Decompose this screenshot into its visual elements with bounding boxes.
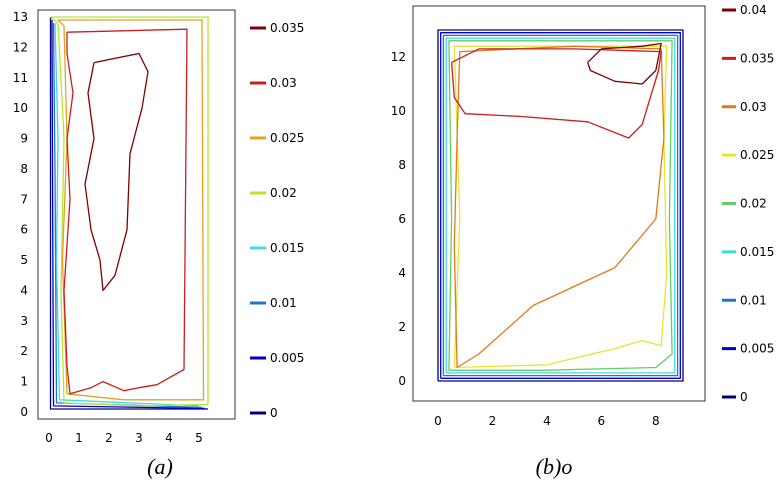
caption: (b)o [536,454,573,479]
y-tick-label: 12 [13,40,28,54]
y-tick-label: 6 [20,223,28,237]
colorbar-swatch [722,347,736,351]
plot-frame [412,5,706,402]
y-tick-label: 2 [20,344,28,358]
contour-line [587,42,662,85]
x-tick-label: 6 [598,414,606,428]
colorbar-swatch [250,136,266,140]
y-tick-label: 5 [20,253,28,267]
contour-line [51,19,206,410]
contour-line [450,48,662,139]
colorbar-label: 0.015 [270,241,304,255]
x-tick-label: 1 [75,431,83,445]
colorbar-swatch [722,250,736,254]
contour-line [453,45,665,369]
colorbar-label: 0.03 [270,76,297,90]
colorbar-label: 0.005 [270,351,304,365]
contour-line [442,34,679,377]
colorbar-label: 0.005 [740,342,774,356]
y-tick-label: 10 [391,104,406,118]
colorbar-label: 0.03 [740,100,767,114]
x-tick-label: 4 [543,414,551,428]
y-tick-label: 4 [20,283,28,297]
x-tick-label: 5 [195,431,203,445]
colorbar-swatch [250,356,266,360]
contour-line [50,16,209,407]
y-tick-label: 11 [13,71,28,85]
y-tick-label: 13 [13,10,28,24]
contour-line [49,17,208,410]
colorbar-swatch [250,301,266,305]
colorbar-label: 0.01 [270,296,297,310]
colorbar-swatch [722,153,736,157]
colorbar-label: 0.02 [740,197,767,211]
chart-b: 0 2 4 6 8 0 2 4 6 8 10 12 0 0.005 0.01 0.015 0.02 0.025 0.… [391,3,775,479]
colorbar-label: 0.025 [270,131,304,145]
x-tick-label: 3 [135,431,143,445]
colorbar-swatch [722,395,736,399]
colorbar-swatch [250,246,266,250]
x-tick-label: 0 [434,414,442,428]
contour-line [84,52,149,292]
colorbar-label: 0.025 [740,148,774,162]
y-tick-label: 4 [398,266,406,280]
contour-line [445,37,676,374]
colorbar-swatch [250,411,266,415]
x-tick-label: 4 [165,431,173,445]
colorbar-swatch [722,8,736,12]
chart-a: 0 1 2 3 4 501234567891011121300.0050.010.0150… [13,9,304,479]
colorbar-label: 0.035 [270,21,304,35]
y-tick-label: 9 [20,132,28,146]
contour-line [453,45,668,369]
y-tick-label: 2 [398,320,406,334]
x-tick-label: 0 [45,431,53,445]
caption: (a) [147,454,173,479]
y-tick-label: 7 [20,192,28,206]
colorbar-label: 0 [740,390,748,404]
x-tick-label: 2 [489,414,497,428]
colorbar-swatch [722,105,736,109]
y-tick-label: 8 [398,158,406,172]
y-tick-label: 12 [391,50,406,64]
colorbar-swatch [250,26,266,30]
y-tick-label: 0 [398,374,406,388]
y-tick-label: 8 [20,162,28,176]
plot-frame [37,9,236,420]
colorbar-swatch [722,298,736,302]
colorbar-label: 0.015 [740,245,774,259]
colorbar-label: 0.02 [270,186,297,200]
contour-line [63,28,188,395]
colorbar-swatch [250,81,266,85]
colorbar-label: 0.01 [740,293,767,307]
colorbar-swatch [722,56,736,60]
y-tick-label: 1 [20,375,28,389]
contour-line [448,40,673,371]
contour-line [437,29,684,382]
contour-line [440,32,681,379]
colorbar-swatch [250,191,266,195]
x-tick-label: 2 [105,431,113,445]
contour-line [54,23,200,407]
colorbar-swatch [722,202,736,205]
y-tick-label: 3 [20,314,28,328]
colorbar-label: 0 [270,406,278,420]
colorbar-label: 0.035 [740,51,774,65]
contour-line [57,19,205,401]
y-tick-label: 10 [13,101,28,115]
colorbar-label: 0.04 [740,3,767,17]
x-tick-label: 8 [652,414,660,428]
y-tick-label: 0 [20,405,28,419]
y-tick-label: 6 [398,212,406,226]
